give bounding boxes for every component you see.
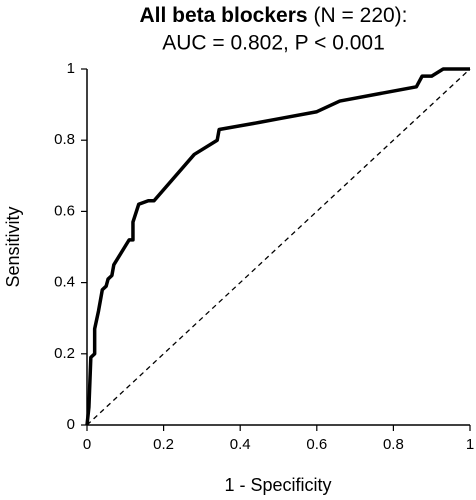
x-tick-label: 0 bbox=[83, 436, 91, 453]
chart-subtitle: AUC = 0.802, P < 0.001 bbox=[162, 32, 385, 55]
x-tick-label: 0.8 bbox=[383, 436, 404, 453]
y-tick-label: 0.6 bbox=[54, 202, 75, 219]
y-axis-title: Sensitivity bbox=[3, 206, 23, 287]
chart-title-line: All beta blockers (N = 220): bbox=[139, 4, 407, 27]
y-tick-label: 1 bbox=[67, 60, 75, 77]
y-tick-label: 0.2 bbox=[54, 345, 75, 362]
chart-title: All beta blockers bbox=[139, 4, 307, 27]
y-tick-label: 0.8 bbox=[54, 131, 75, 148]
y-tick-label: 0 bbox=[67, 416, 75, 433]
y-tick-label: 0.4 bbox=[54, 274, 75, 291]
reference-diagonal bbox=[86, 68, 471, 426]
chart-title-note: (N = 220): bbox=[314, 4, 408, 27]
x-tick-label: 0.4 bbox=[230, 436, 251, 453]
x-tick-label: 0.2 bbox=[153, 436, 174, 453]
x-tick-label: 1 bbox=[466, 436, 474, 453]
x-axis-title: 1 - Specificity bbox=[224, 475, 331, 495]
x-tick-label: 0.6 bbox=[306, 436, 327, 453]
roc-curve bbox=[85, 67, 470, 426]
